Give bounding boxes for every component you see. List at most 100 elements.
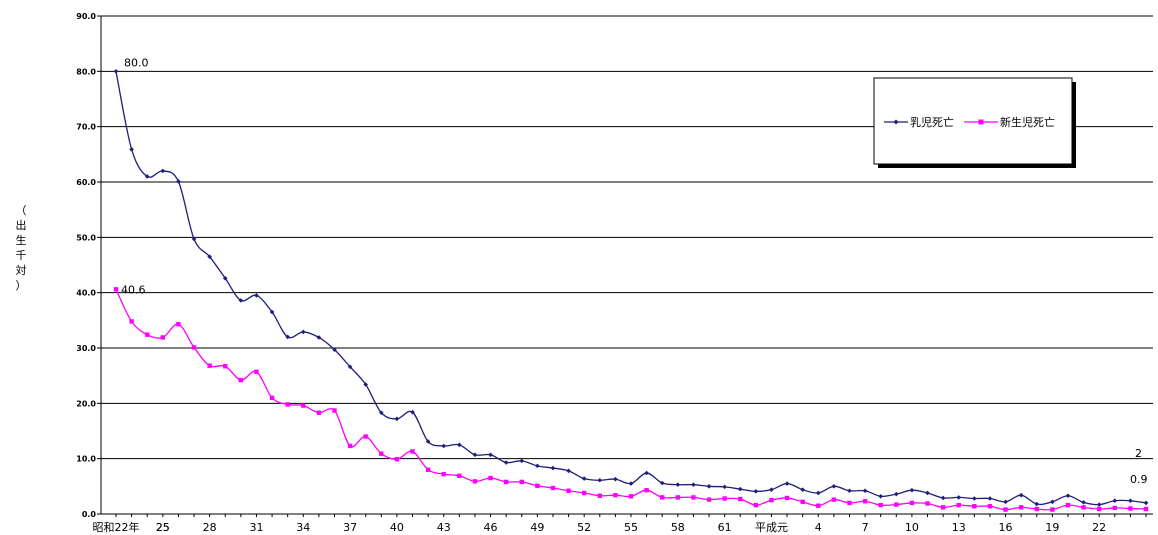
data-point-marker	[753, 502, 759, 508]
data-point-marker	[597, 493, 602, 498]
data-point-marker	[425, 439, 431, 444]
data-point-marker	[269, 309, 275, 315]
y-axis-label-char: 対	[15, 264, 27, 277]
x-tick-label: 43	[437, 521, 451, 534]
data-point-marker	[301, 403, 306, 408]
data-point-marker	[784, 495, 790, 501]
data-label: 0.9	[1130, 473, 1148, 486]
data-point-marker	[535, 463, 540, 469]
data-point-marker	[238, 377, 244, 383]
data-point-marker	[347, 364, 353, 370]
y-tick-labels: 0.0 10.0 20.0 30.0 40.0 50.0 60.0 70.0 80.0 90.0	[76, 12, 101, 519]
x-tick-label: 4	[815, 521, 822, 534]
data-point-marker	[878, 493, 883, 499]
x-tick-label: 55	[624, 521, 638, 534]
data-point-marker	[1018, 505, 1024, 510]
x-tick-label: 40	[390, 521, 404, 534]
axes	[100, 16, 1153, 515]
data-point-marker	[784, 481, 790, 486]
data-point-marker	[488, 475, 493, 481]
data-point-marker	[176, 322, 181, 327]
data-point-marker	[1065, 493, 1071, 499]
legend-swatch-marker	[978, 119, 984, 125]
data-point-marker	[1034, 506, 1039, 512]
data-point-marker	[332, 408, 337, 413]
data-point-marker	[878, 502, 883, 508]
data-point-marker	[831, 497, 837, 502]
data-point-marker	[972, 496, 977, 501]
y-tick-label: 80.0	[76, 67, 96, 76]
data-point-marker	[862, 488, 868, 494]
y-tick-label: 50.0	[76, 233, 96, 242]
y-tick-label: 40.0	[76, 289, 96, 298]
x-tick-label: 28	[203, 521, 217, 534]
data-point-marker	[457, 473, 462, 479]
data-point-marker	[769, 497, 774, 503]
data-point-marker	[332, 347, 337, 352]
data-point-marker	[706, 497, 712, 502]
data-point-marker	[1112, 498, 1118, 504]
data-point-marker	[223, 364, 228, 369]
data-point-marker	[1018, 492, 1024, 498]
data-point-marker	[238, 298, 244, 303]
data-point-marker	[503, 479, 509, 485]
data-point-marker	[769, 487, 774, 492]
gridlines	[101, 15, 1153, 460]
data-point-marker	[129, 319, 134, 324]
data-point-marker	[581, 490, 587, 496]
x-tick-labels: 昭和22年 25 28 31 34 37 40 43 46 49 52 55 58 61 平成元 4 7 10 13…	[93, 514, 1147, 534]
data-point-marker	[675, 482, 681, 487]
data-point-marker	[613, 476, 618, 482]
data-point-marker	[363, 434, 368, 439]
legend-swatch-marker	[893, 119, 899, 125]
data-point-marker	[285, 334, 290, 340]
y-axis-label: （ 出 生 千 対 ）	[14, 203, 28, 293]
x-tick-label: 25	[156, 521, 170, 534]
data-point-marker	[675, 495, 681, 500]
data-point-marker	[691, 495, 696, 500]
y-axis-label-char: （	[15, 204, 27, 217]
data-point-marker	[113, 69, 119, 74]
data-point-marker	[457, 442, 462, 448]
data-point-marker	[441, 443, 447, 449]
data-point-marker	[1050, 507, 1055, 512]
data-point-marker	[1034, 501, 1040, 507]
x-tick-label: 52	[577, 521, 591, 534]
data-label: 2	[1135, 447, 1142, 460]
data-point-marker	[222, 275, 228, 281]
data-label: 40.6	[121, 283, 146, 296]
data-point-marker	[144, 174, 150, 179]
x-tick-label: 13	[952, 521, 966, 534]
data-point-marker	[894, 502, 899, 507]
legend-box	[873, 77, 1073, 165]
x-tick-label: 19	[1045, 521, 1059, 534]
data-point-marker	[176, 179, 181, 184]
data-point-marker	[300, 329, 306, 335]
data-point-marker	[1112, 505, 1117, 511]
data-point-marker	[597, 477, 603, 483]
data-point-marker	[800, 487, 805, 492]
y-tick-label: 60.0	[76, 178, 96, 187]
data-point-marker	[191, 236, 197, 242]
data-point-marker	[269, 395, 275, 400]
data-point-marker	[659, 480, 665, 486]
x-tick-label: 22	[1092, 521, 1106, 534]
data-point-marker	[925, 490, 930, 496]
series-layer	[113, 69, 1149, 512]
data-point-marker	[1143, 506, 1149, 512]
data-point-marker	[1003, 499, 1008, 505]
data-point-marker	[379, 410, 384, 416]
data-point-marker	[441, 471, 446, 477]
data-point-marker	[519, 479, 524, 485]
x-tick-label: 16	[999, 521, 1013, 534]
data-point-marker	[566, 468, 571, 474]
x-tick-label: 34	[296, 521, 310, 534]
data-point-marker	[160, 168, 166, 174]
data-point-marker	[254, 369, 259, 374]
data-point-marker	[535, 483, 540, 488]
y-tick-label: 10.0	[76, 455, 96, 464]
data-point-marker	[628, 494, 634, 499]
y-axis-label-char: 千	[15, 249, 27, 262]
data-point-marker	[254, 293, 259, 298]
